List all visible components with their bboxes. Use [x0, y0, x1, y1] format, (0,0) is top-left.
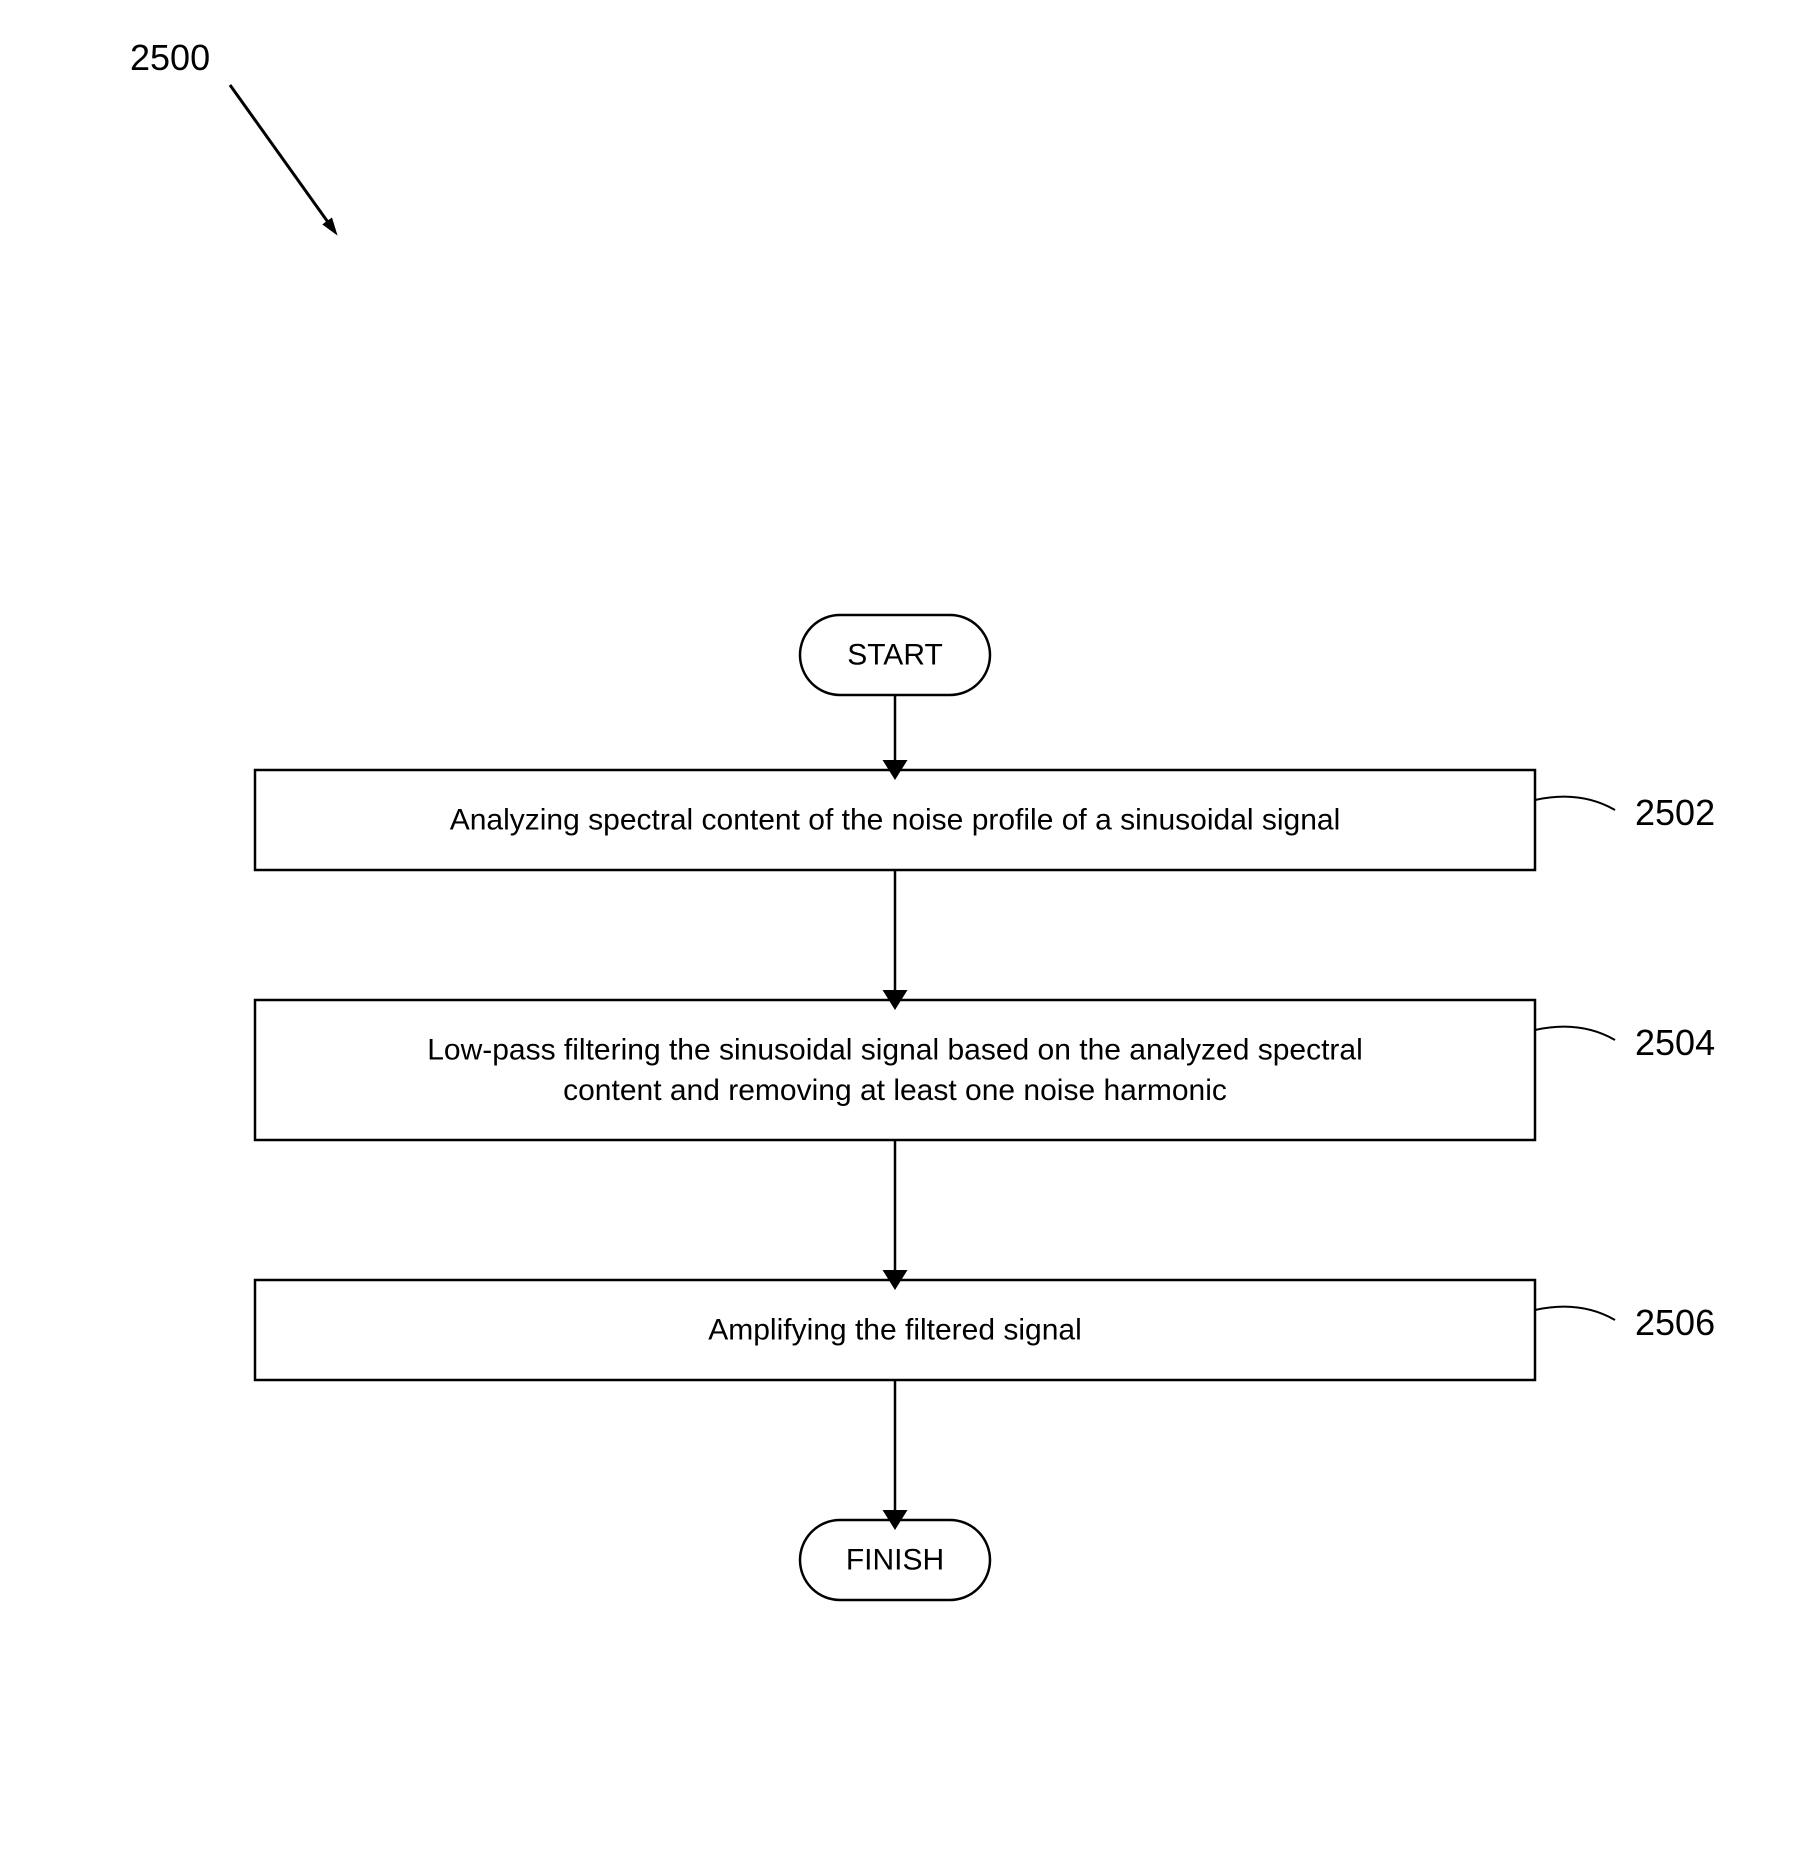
finish-terminal-label: FINISH	[846, 1544, 944, 1577]
step-2504: Low-pass filtering the sinusoidal signal…	[255, 1000, 1535, 1140]
ref-label-2504: 2504	[1635, 1022, 1715, 1063]
step-2504-text: Low-pass filtering the sinusoidal signal…	[427, 1033, 1363, 1066]
step-2506: Amplifying the filtered signal	[255, 1280, 1535, 1380]
step-2504-text: content and removing at least one noise …	[563, 1074, 1227, 1107]
ref-label-2502: 2502	[1635, 792, 1715, 833]
flowchart-canvas: 2500 START FINISH Analyzing spectral conten…	[0, 0, 1811, 1866]
start-terminal: START	[800, 615, 990, 695]
step-2502: Analyzing spectral content of the noise …	[255, 770, 1535, 870]
figure-number: 2500	[130, 37, 210, 78]
ref-label-2506: 2506	[1635, 1302, 1715, 1343]
step-2502-text: Analyzing spectral content of the noise …	[450, 804, 1341, 837]
start-terminal-label: START	[847, 639, 943, 672]
step-2506-text: Amplifying the filtered signal	[708, 1314, 1082, 1347]
finish-terminal: FINISH	[800, 1520, 990, 1600]
